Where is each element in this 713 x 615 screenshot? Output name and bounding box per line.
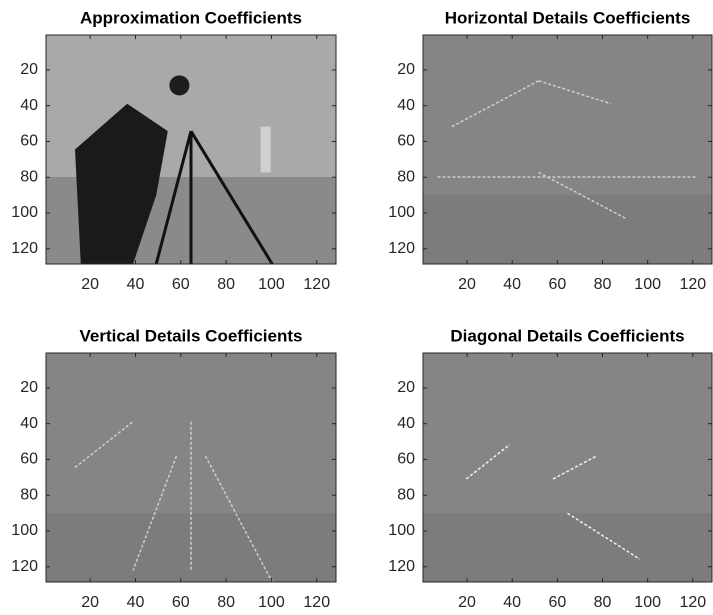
figure: Approximation Coefficients 20 40 60 80 100 120… — [0, 0, 713, 615]
subplot-title: Approximation Coefficients — [80, 8, 302, 27]
image-building — [261, 127, 271, 173]
y-tick-label: 100 — [11, 204, 38, 221]
x-tick-label: 80 — [594, 594, 612, 611]
image-area — [423, 35, 712, 264]
subplot-title: Diagonal Details Coefficients — [450, 326, 684, 345]
y-tick-label: 20 — [20, 61, 38, 78]
x-tick-label: 120 — [303, 276, 330, 293]
y-tick-label: 120 — [388, 558, 415, 575]
y-tick-label: 120 — [11, 240, 38, 257]
y-tick-label: 120 — [388, 240, 415, 257]
x-tick-label: 120 — [303, 594, 330, 611]
y-tick-label: 60 — [20, 451, 38, 468]
image-head — [169, 75, 189, 95]
y-tick-label: 100 — [388, 204, 415, 221]
image-texture — [423, 195, 712, 264]
y-tick-label: 80 — [20, 486, 38, 503]
x-tick-label: 60 — [548, 276, 566, 293]
x-tick-label: 40 — [503, 594, 521, 611]
y-tick-label: 100 — [11, 522, 38, 539]
x-tick-label: 80 — [217, 276, 235, 293]
x-tick-label: 80 — [594, 276, 612, 293]
y-tick-label: 40 — [397, 97, 415, 114]
image-texture — [423, 513, 712, 582]
x-tick-label: 100 — [258, 276, 285, 293]
y-tick-label: 20 — [397, 61, 415, 78]
y-tick-label: 20 — [20, 379, 38, 396]
y-tick-label: 40 — [20, 415, 38, 432]
y-tick-label: 120 — [11, 558, 38, 575]
x-tick-label: 20 — [458, 276, 476, 293]
image-area — [46, 35, 336, 264]
y-tick-label: 80 — [397, 486, 415, 503]
x-tick-label: 100 — [634, 276, 661, 293]
image-area — [46, 353, 336, 582]
y-tick-label: 100 — [388, 522, 415, 539]
x-tick-label: 20 — [81, 276, 99, 293]
y-tick-label: 60 — [397, 451, 415, 468]
x-tick-label: 60 — [548, 594, 566, 611]
x-tick-label: 120 — [679, 276, 706, 293]
x-tick-label: 120 — [679, 594, 706, 611]
x-tick-label: 100 — [258, 594, 285, 611]
y-tick-label: 60 — [20, 133, 38, 150]
y-tick-label: 20 — [397, 379, 415, 396]
x-tick-label: 60 — [172, 594, 190, 611]
x-tick-label: 40 — [503, 276, 521, 293]
subplot-title: Horizontal Details Coefficients — [445, 8, 691, 27]
subplot-title: Vertical Details Coefficients — [80, 326, 303, 345]
x-tick-label: 40 — [127, 276, 145, 293]
y-tick-label: 80 — [397, 168, 415, 185]
x-tick-label: 100 — [634, 594, 661, 611]
x-tick-label: 20 — [458, 594, 476, 611]
x-tick-label: 20 — [81, 594, 99, 611]
y-tick-label: 40 — [397, 415, 415, 432]
x-tick-label: 80 — [217, 594, 235, 611]
y-tick-label: 80 — [20, 168, 38, 185]
x-tick-label: 60 — [172, 276, 190, 293]
image-area — [423, 353, 712, 582]
y-tick-label: 60 — [397, 133, 415, 150]
y-tick-label: 40 — [20, 97, 38, 114]
x-tick-label: 40 — [127, 594, 145, 611]
